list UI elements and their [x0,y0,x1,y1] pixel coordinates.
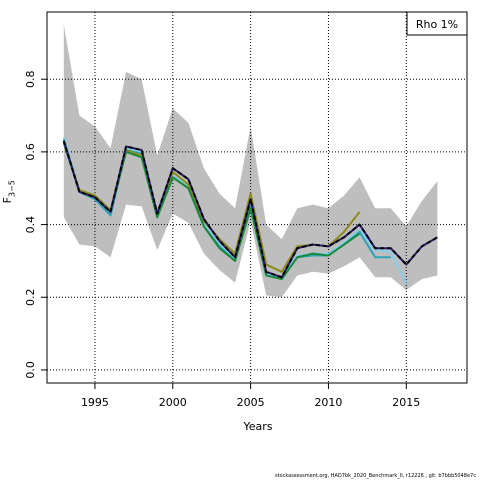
x-tick-label: 2010 [314,396,342,409]
y-axis-label-group: F 3−5 [1,180,17,203]
y-tick-label: 0.0 [24,361,37,379]
x-tick-label: 2000 [159,396,187,409]
series-line [62,140,438,279]
plot-frame [46,11,468,384]
x-tick-label: 2015 [392,396,420,409]
x-axis-label: Years [242,420,272,433]
footer: stockassessment.org, HAD7bk_2020_Benchma… [275,473,476,479]
y-tick-label: 0.4 [24,216,37,234]
y-tick-label: 0.2 [24,288,37,306]
legend-box [406,11,468,36]
y-axis-label-sub: 3−5 [8,180,17,197]
y-tick-label: 0.6 [24,143,37,161]
x-tick-label: 1995 [81,396,109,409]
y-axis-label: F [1,197,14,203]
y-tick-label: 0.8 [24,70,37,88]
confidence-band [63,24,438,298]
x-tick-label: 2005 [237,396,265,409]
legend-text: Rho 1% [416,18,458,31]
